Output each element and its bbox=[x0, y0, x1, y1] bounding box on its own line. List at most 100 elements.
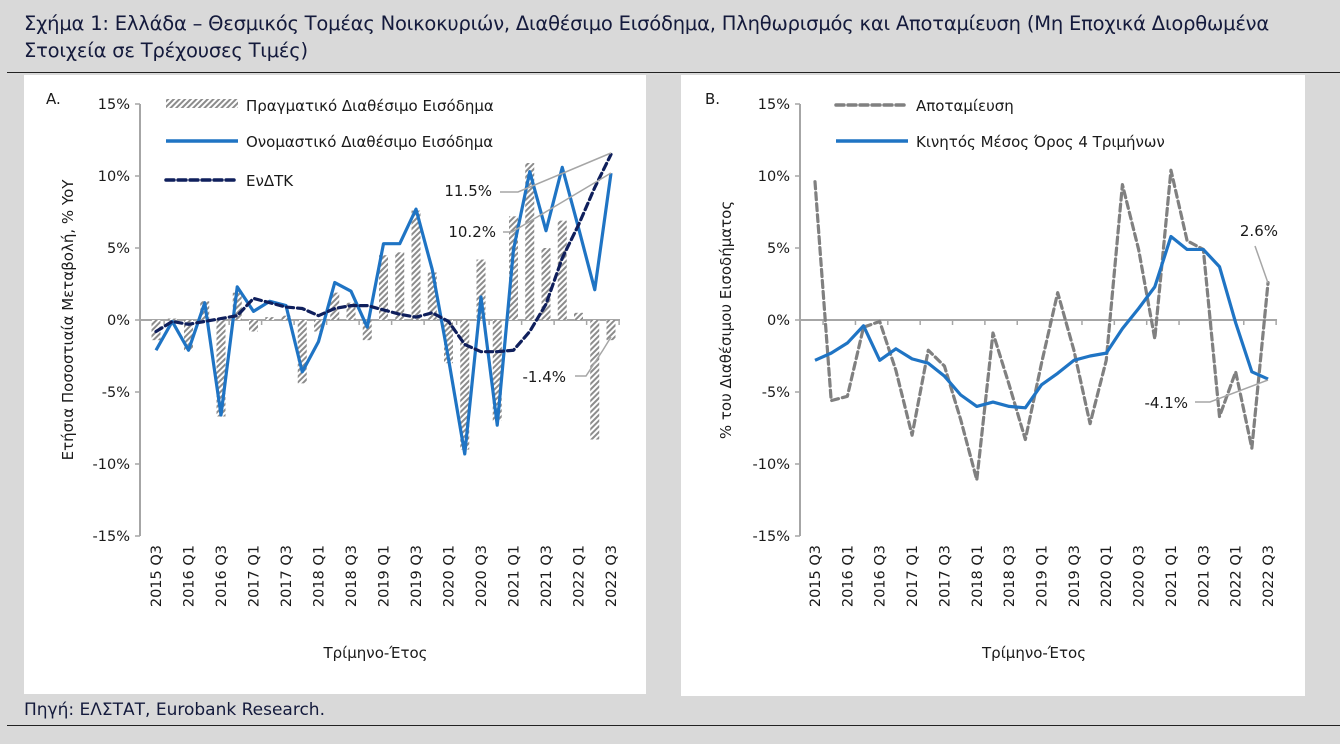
title-rule bbox=[7, 72, 1340, 73]
annotation-leader-line bbox=[1254, 245, 1269, 284]
bar-real-income bbox=[557, 220, 567, 320]
x-tick-label: 2020 Q1 bbox=[442, 545, 458, 607]
annotation-label: 10.2% bbox=[448, 223, 496, 241]
y-tick-label: 5% bbox=[107, 241, 130, 257]
legend-label: Πραγματικό Διαθέσιμο Εισόδημα bbox=[246, 97, 494, 115]
bar-real-income bbox=[525, 163, 535, 320]
legend-entry: Κινητός Μέσος Όρος 4 Τριμήνων bbox=[836, 133, 1165, 151]
bar-real-income bbox=[281, 315, 291, 320]
x-tick-label: 2021 Q1 bbox=[1164, 545, 1180, 607]
bar-real-income bbox=[330, 292, 340, 320]
y-tick-label: 15% bbox=[758, 97, 790, 113]
y-axis-title: % του Διαθέσιμου Εισοδήματος bbox=[717, 201, 735, 439]
y-tick-label: 0% bbox=[767, 313, 790, 329]
bar-real-income bbox=[362, 320, 372, 341]
x-tick-label: 2018 Q3 bbox=[344, 545, 360, 607]
figure-title: Σχήμα 1: Ελλάδα – Θεσμικός Τομέας Νοικοκ… bbox=[24, 12, 1270, 62]
legend-entry: Αποταμίευση bbox=[834, 97, 1014, 115]
y-tick-label: 0% bbox=[107, 313, 130, 329]
y-tick-label: -5% bbox=[762, 385, 790, 401]
chart-a: A. -15% -10% -5% 0% 5% 10% 15% Ετήσια Ποσοστιαία… bbox=[46, 90, 620, 662]
bar-real-income bbox=[427, 272, 437, 320]
bar-real-income bbox=[297, 320, 307, 384]
x-tick-label: 2020 Q1 bbox=[1099, 545, 1115, 607]
x-axis-title: Τρίμηνο-Έτος bbox=[981, 644, 1086, 662]
legend-entry: ΕνΔΤΚ bbox=[164, 172, 294, 190]
bar-real-income bbox=[411, 210, 421, 320]
bar-real-income bbox=[232, 292, 242, 320]
bar-real-income bbox=[184, 320, 193, 351]
y-tick-label: -10% bbox=[93, 457, 130, 473]
bar-real-income bbox=[314, 320, 323, 332]
annotation-label: 11.5% bbox=[444, 182, 492, 200]
annotation-label: 2.6% bbox=[1240, 222, 1278, 240]
x-axis-title: Τρίμηνο-Έτος bbox=[323, 644, 428, 662]
bar-real-income bbox=[606, 320, 616, 341]
series-2 bbox=[154, 152, 613, 354]
panel-b bbox=[681, 75, 1305, 696]
legend-label: Κινητός Μέσος Όρος 4 Τριμήνων bbox=[916, 133, 1165, 151]
x-tick-label: 2017 Q3 bbox=[937, 545, 953, 607]
annotation-leader-line bbox=[500, 152, 612, 193]
legend-label: Αποταμίευση bbox=[916, 97, 1014, 115]
y-tick-label: -15% bbox=[753, 529, 790, 545]
x-tick-label: 2016 Q1 bbox=[182, 545, 198, 607]
x-tick-label: 2017 Q3 bbox=[279, 545, 295, 607]
bar-real-income bbox=[541, 248, 551, 320]
annotation-leader-line bbox=[503, 172, 612, 233]
annotation-label: -4.1% bbox=[1144, 394, 1188, 412]
y-tick-label: -5% bbox=[102, 385, 130, 401]
x-tick-label: 2021 Q3 bbox=[539, 545, 555, 607]
bar-real-income bbox=[509, 216, 518, 320]
y-tick-label: 5% bbox=[767, 241, 790, 257]
legend-entry: Ονομαστικό Διαθέσιμο Εισόδημα bbox=[166, 133, 493, 151]
x-tick-label: 2017 Q1 bbox=[247, 545, 263, 607]
y-tick-label: -15% bbox=[93, 529, 130, 545]
x-tick-label: 2016 Q1 bbox=[840, 545, 856, 607]
x-tick-label: 2020 Q3 bbox=[1132, 545, 1148, 607]
x-tick-label: 2022 Q1 bbox=[572, 545, 588, 607]
bar-real-income bbox=[249, 320, 258, 332]
x-tick-label: 2018 Q1 bbox=[312, 545, 328, 607]
x-tick-label: 2022 Q3 bbox=[1261, 545, 1277, 607]
source-note: Πηγή: ΕΛΣΤΑΤ, Eurobank Research. bbox=[24, 700, 325, 720]
panel-a bbox=[24, 75, 646, 694]
x-tick-label: 2021 Q3 bbox=[1196, 545, 1212, 607]
chart-b: B. -15% -10% -5% 0% 5% 10% 15% % του Διαθέσιμου … bbox=[705, 90, 1278, 662]
footer-rule bbox=[7, 725, 1340, 726]
bar-real-income bbox=[590, 320, 600, 440]
bar-real-income bbox=[216, 320, 226, 417]
x-tick-label: 2019 Q3 bbox=[1067, 545, 1083, 607]
bar-real-income bbox=[395, 252, 405, 320]
annotation-label: -1.4% bbox=[522, 368, 566, 386]
x-tick-label: 2021 Q1 bbox=[507, 545, 523, 607]
y-tick-label: 10% bbox=[758, 169, 790, 185]
x-tick-label: 2017 Q1 bbox=[905, 545, 921, 607]
panel-label: A. bbox=[46, 90, 61, 108]
bar-real-income bbox=[476, 259, 486, 320]
y-tick-label: -10% bbox=[753, 457, 790, 473]
legend-entry: Πραγματικό Διαθέσιμο Εισόδημα bbox=[166, 97, 494, 115]
annotation-leader-line bbox=[575, 336, 612, 377]
series-1 bbox=[814, 234, 1269, 410]
y-tick-label: 10% bbox=[98, 169, 130, 185]
bar-real-income bbox=[265, 317, 275, 320]
x-tick-label: 2018 Q1 bbox=[970, 545, 986, 607]
x-tick-label: 2019 Q1 bbox=[1035, 545, 1051, 607]
x-tick-label: 2015 Q3 bbox=[149, 545, 165, 607]
bar-real-income bbox=[167, 318, 177, 320]
bar-real-income bbox=[379, 255, 388, 320]
y-axis-title: Ετήσια Ποσοστιαία Μεταβολή, % YoY bbox=[59, 179, 77, 461]
series-0 bbox=[151, 163, 616, 450]
legend-swatch-hatched bbox=[166, 99, 238, 108]
bar-real-income bbox=[460, 320, 470, 450]
y-tick-label: 15% bbox=[98, 97, 130, 113]
x-tick-label: 2018 Q3 bbox=[1002, 545, 1018, 607]
x-tick-label: 2015 Q3 bbox=[808, 545, 824, 607]
legend-label: ΕνΔΤΚ bbox=[246, 172, 294, 190]
x-tick-label: 2016 Q3 bbox=[214, 545, 230, 607]
bar-real-income bbox=[574, 312, 583, 320]
x-tick-label: 2020 Q3 bbox=[474, 545, 490, 607]
legend-label: Ονομαστικό Διαθέσιμο Εισόδημα bbox=[246, 133, 493, 151]
